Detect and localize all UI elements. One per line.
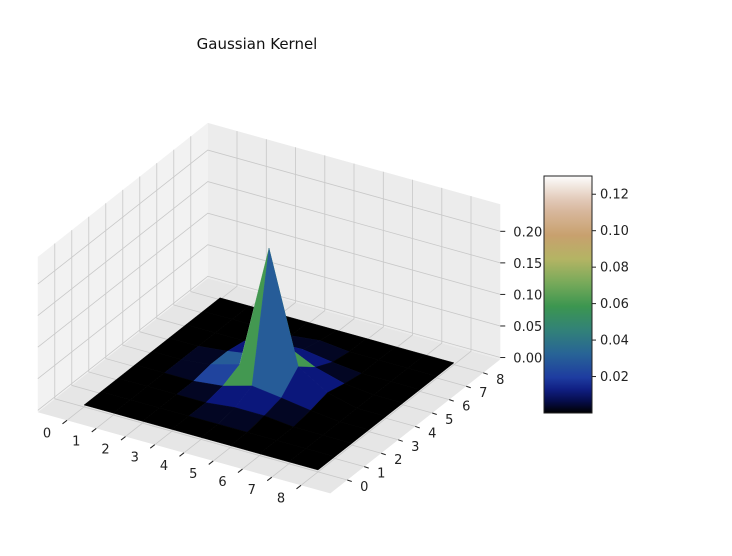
x-tick-mark (296, 484, 302, 490)
x-tick-label: 4 (160, 459, 168, 474)
z-tick-label: 0.15 (513, 257, 542, 272)
x-tick-label: 3 (131, 451, 139, 466)
y-tick-mark (483, 372, 488, 375)
colorbar-tick-label: 0.06 (600, 297, 629, 312)
z-gridline (37, 212, 501, 348)
z-gridline (37, 149, 501, 285)
z-gridline (37, 244, 501, 380)
y-tick-label: 3 (411, 440, 419, 455)
y-tick-mark (466, 385, 471, 389)
y-tick-mark (398, 439, 403, 442)
y-tick-label: 8 (496, 373, 504, 388)
y-tick-label: 5 (445, 413, 453, 428)
x-tick-label: 6 (218, 475, 226, 490)
x-tick-label: 7 (248, 483, 256, 498)
y-gridline (54, 243, 348, 481)
x-tick-mark (149, 444, 156, 449)
z-tick-label: 0.10 (513, 288, 542, 303)
x-tick-mark (91, 428, 97, 433)
y-tick-label: 7 (479, 386, 487, 401)
x-gridline (300, 196, 472, 486)
x-tick-label: 5 (189, 467, 197, 482)
y-tick-label: 2 (394, 453, 402, 468)
surface-plot (83, 247, 455, 471)
x-tick-mark (62, 419, 68, 425)
colorbar-tick-label: 0.10 (600, 224, 629, 239)
y-tick-mark (381, 452, 386, 456)
z-gridline (37, 275, 501, 411)
x-tick-mark (237, 468, 243, 473)
chart-title: Gaussian Kernel (197, 35, 318, 53)
x-tick-label: 1 (72, 434, 80, 449)
colorbar-tick-label: 0.12 (600, 188, 629, 203)
y-tick-mark (364, 466, 369, 469)
z-tick-label: 0.00 (513, 352, 542, 367)
colorbar-tick-label: 0.04 (600, 334, 629, 349)
z-tick-label: 0.20 (513, 225, 542, 240)
x-tick-mark (208, 460, 214, 465)
y-tick-label: 1 (377, 467, 385, 482)
y-tick-mark (449, 399, 454, 402)
x-tick-mark (120, 436, 126, 441)
x-tick-label: 8 (277, 491, 285, 506)
colorbar-tick-label: 0.08 (600, 261, 629, 276)
x-tick-label: 2 (101, 443, 109, 458)
colorbar-tick-label: 0.02 (600, 370, 629, 385)
y-tick-label: 6 (462, 400, 470, 415)
z-tick-label: 0.05 (513, 320, 542, 335)
y-tick-label: 0 (360, 480, 368, 495)
y-tick-mark (347, 479, 352, 482)
y-tick-mark (415, 425, 420, 429)
y-tick-label: 4 (428, 426, 436, 441)
x-tick-mark (266, 476, 273, 482)
x-tick-label: 0 (43, 426, 51, 441)
x-tick-mark (179, 452, 185, 457)
z-gridline (37, 181, 501, 316)
colorbar-gradient (543, 175, 593, 414)
colorbar: 0.02 0.04 0.06 0.08 0.10 0.12 (543, 175, 629, 414)
surface-cell (288, 448, 336, 471)
y-tick-mark (432, 412, 437, 415)
